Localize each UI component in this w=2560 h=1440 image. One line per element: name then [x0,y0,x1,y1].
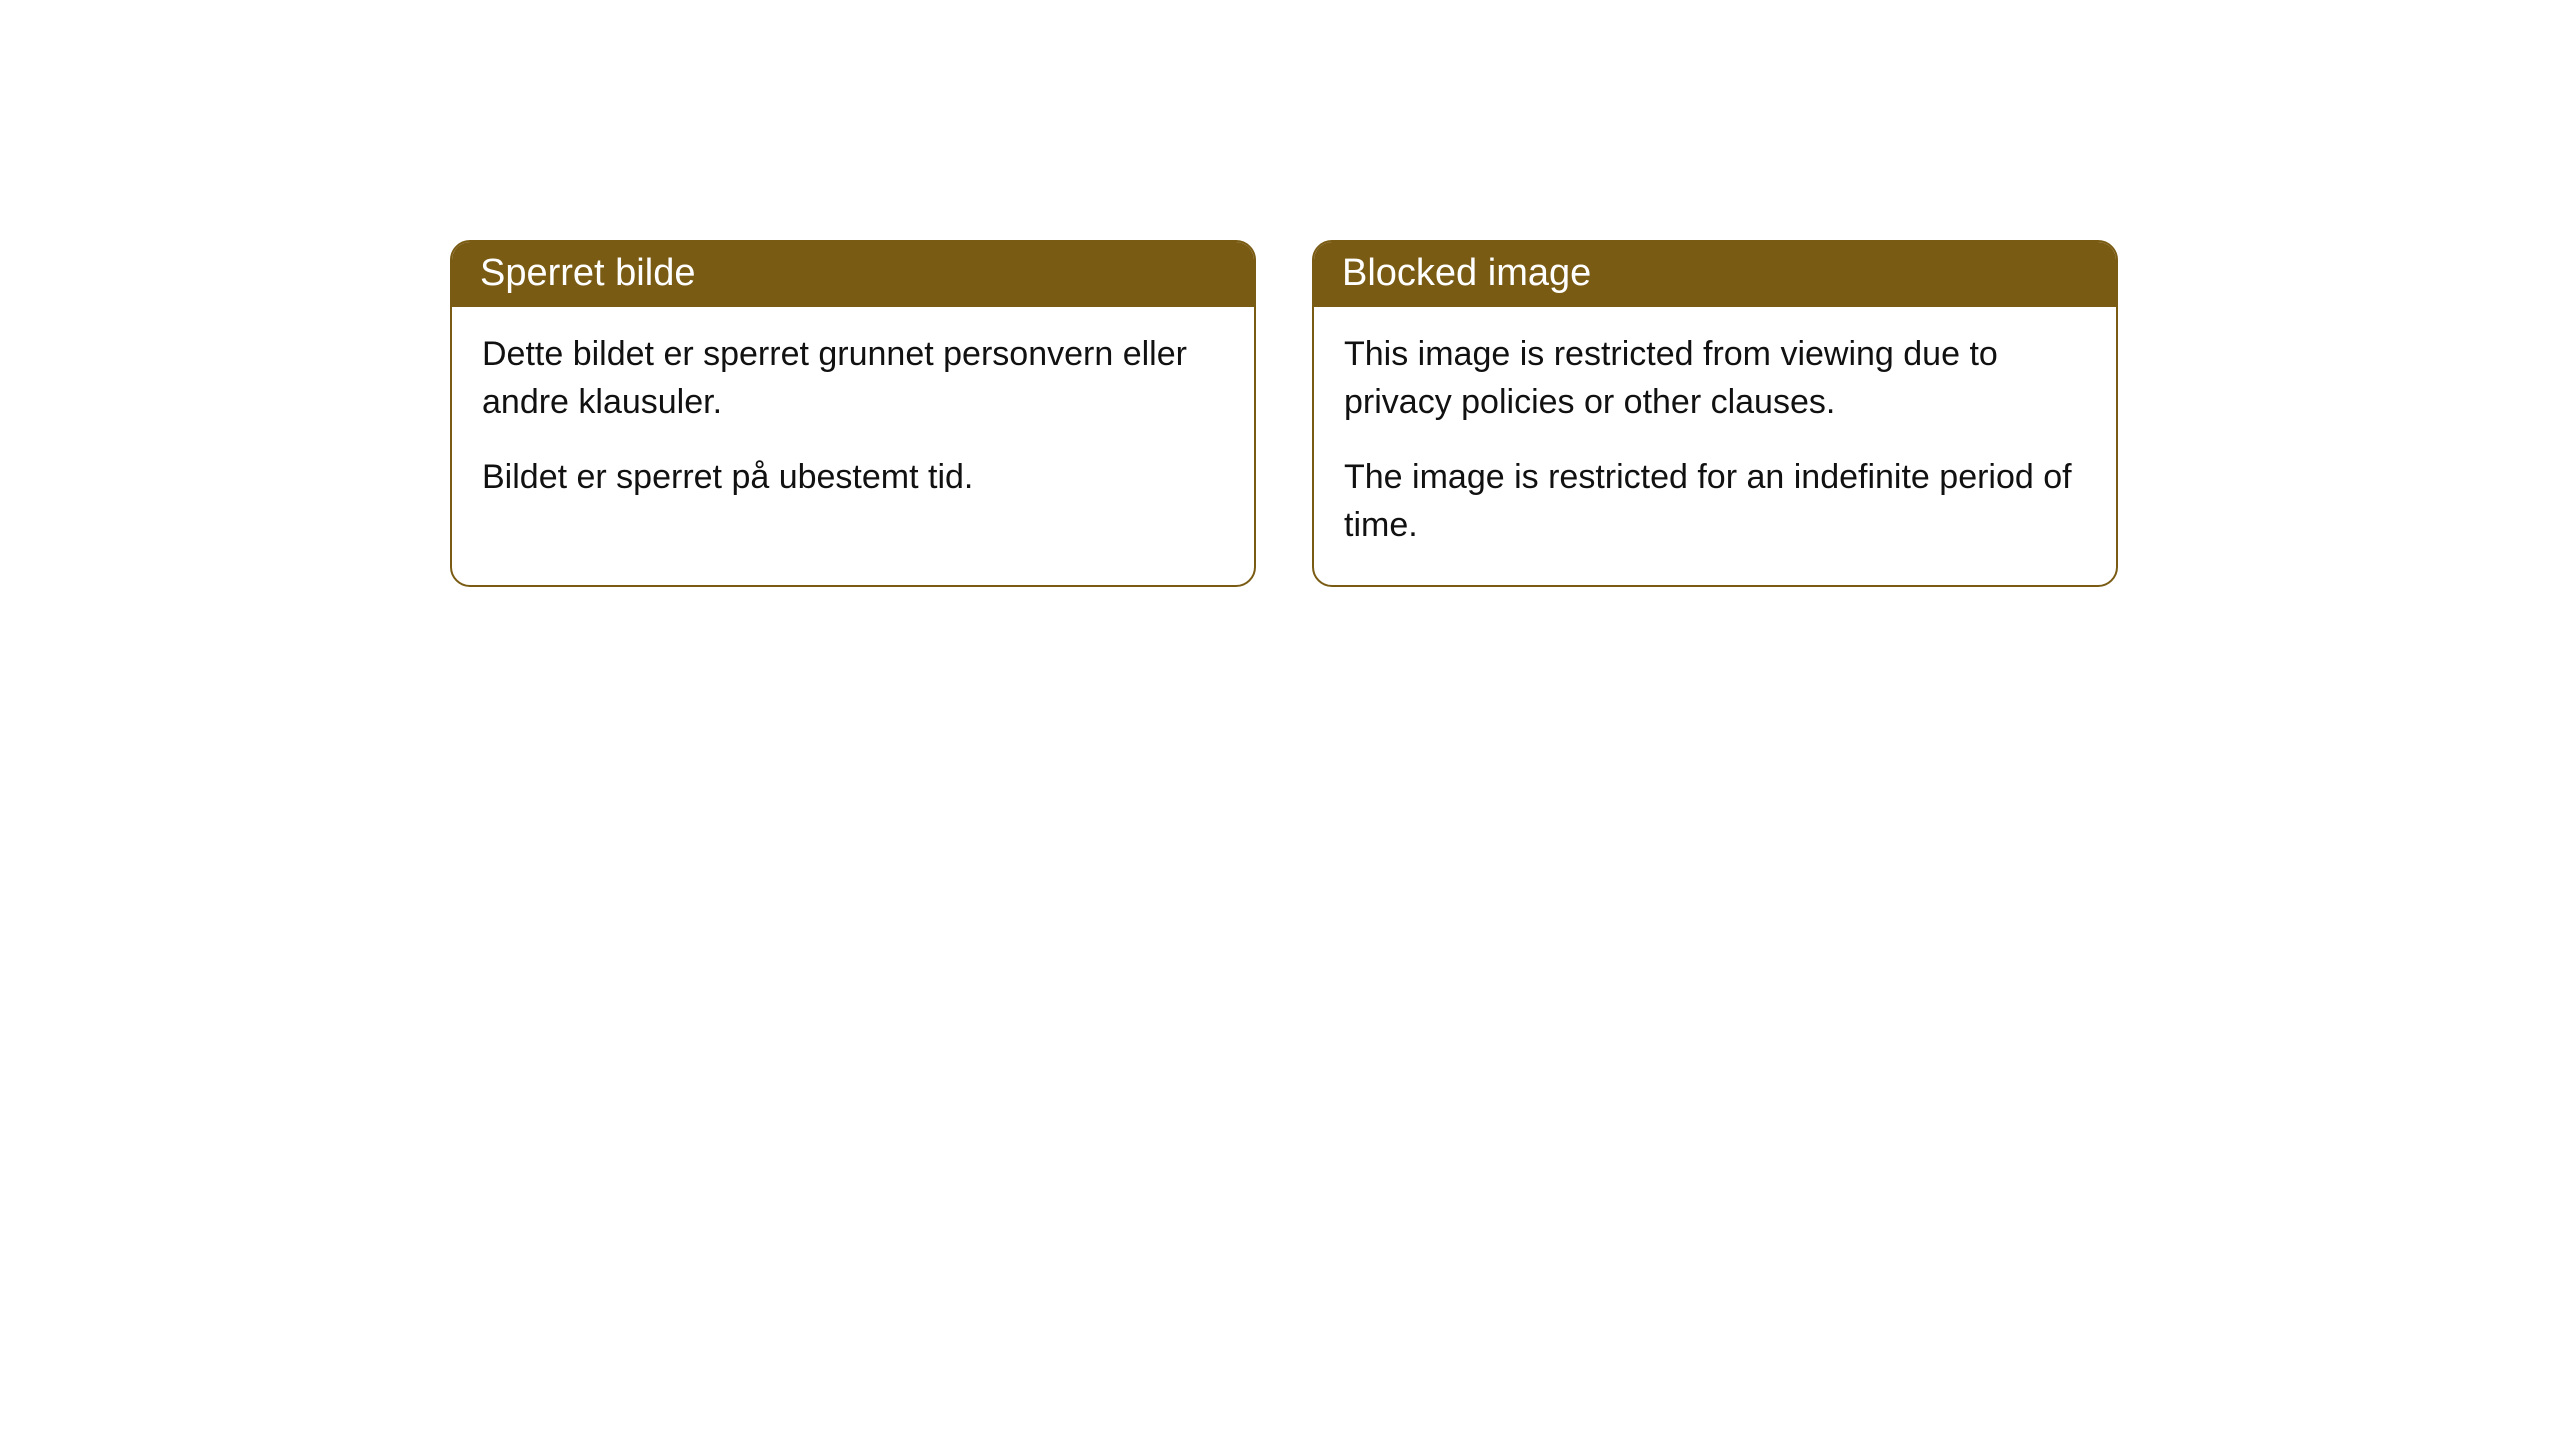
card-paragraph-1: Dette bildet er sperret grunnet personve… [482,331,1224,426]
card-title: Sperret bilde [480,252,695,294]
card-body: This image is restricted from viewing du… [1314,307,2116,585]
notice-cards-container: Sperret bilde Dette bildet er sperret gr… [0,0,2560,587]
card-title: Blocked image [1342,252,1591,294]
notice-card-norwegian: Sperret bilde Dette bildet er sperret gr… [450,240,1256,587]
card-paragraph-2: The image is restricted for an indefinit… [1344,454,2086,549]
card-body: Dette bildet er sperret grunnet personve… [452,307,1254,538]
card-header: Sperret bilde [452,242,1254,307]
card-paragraph-2: Bildet er sperret på ubestemt tid. [482,454,1224,502]
card-paragraph-1: This image is restricted from viewing du… [1344,331,2086,426]
card-header: Blocked image [1314,242,2116,307]
notice-card-english: Blocked image This image is restricted f… [1312,240,2118,587]
